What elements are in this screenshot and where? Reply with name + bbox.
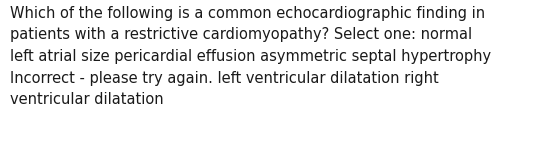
Text: Which of the following is a common echocardiographic finding in
patients with a : Which of the following is a common echoc… — [10, 6, 491, 107]
